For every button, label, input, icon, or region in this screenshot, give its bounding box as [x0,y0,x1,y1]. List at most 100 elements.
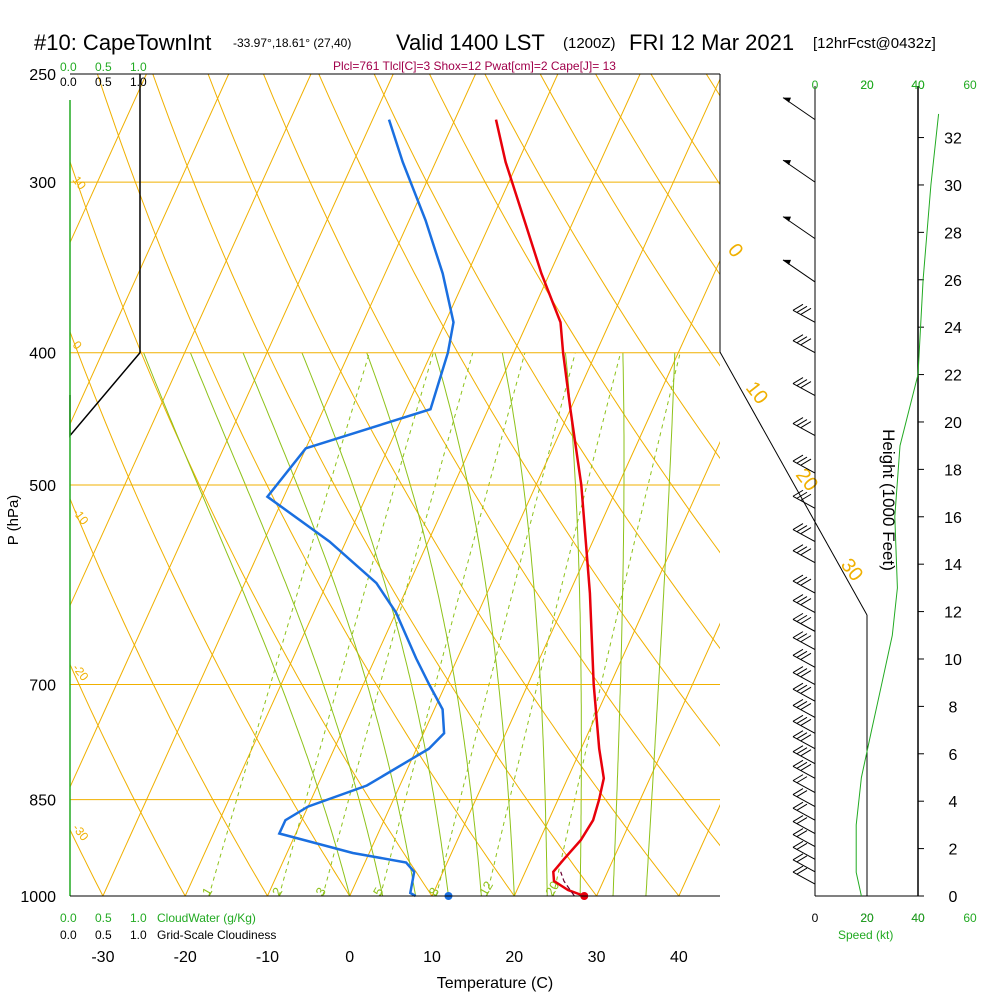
dry-adiabat [983,74,1000,896]
cloudwater-label: CloudWater (g/Kg) [157,911,256,925]
mixing-line [487,353,621,896]
speed-tick-bottom: 0 [812,911,819,925]
isotherm-label: -10 [70,505,92,528]
cloudwater-tick-bottom: 1.0 [130,911,147,925]
wind-barb-staff [793,795,815,807]
station-title: #10: CapeTownInt [34,30,211,55]
height-tick-label: 22 [944,368,962,385]
pressure-tick-label: 700 [29,678,56,695]
cloudiness-label: Grid-Scale Cloudiness [157,928,276,942]
cloudwater-tick-bottom: 0.5 [95,911,112,925]
speed-tick-top: 0 [812,78,819,92]
pressure-tick-label: 500 [29,478,56,495]
mixing-line [209,353,370,896]
cloudiness-profile [70,74,140,436]
header: #10: CapeTownInt -33.97°,18.61° (27,40) … [34,30,936,73]
wind-barb-staff [793,781,815,793]
mixing-label: 20 [542,878,562,898]
axis-labels: P (hPa) Temperature (C) Height (1000 Fee… [5,429,898,992]
isotherm-label: 30 [836,555,867,586]
dry-adiabat [928,74,1000,896]
cloudiness-tick-bottom: 0.0 [60,928,77,942]
temp-tick-label: -30 [91,949,114,966]
speed-tick-bottom-green: 40 [911,911,925,925]
wind-barb-staff [793,872,815,884]
height-tick-label: 28 [944,225,962,242]
isotherm-label: 10 [741,378,772,409]
temp-tick-label: 30 [588,949,606,966]
mixing-line [279,353,433,896]
speed-label: Speed (kt) [838,928,893,942]
isotherm-line [679,74,1000,896]
sounding-params: Plcl=761 Tlcl[C]=3 Shox=12 Pwat[cm]=2 Ca… [333,59,616,73]
height-tick-label: 2 [949,842,958,859]
temp-tick-label: 40 [670,949,688,966]
height-tick-label: 0 [949,889,958,906]
cloudiness-tick-top: 0.0 [60,75,77,89]
temperature-axis-label: Temperature (C) [437,975,553,992]
cloudiness-tick-bottom: 1.0 [130,928,147,942]
height-tick-label: 20 [944,415,962,432]
station-coords: -33.97°,18.61° (27,40) [233,36,351,50]
speed-tick-top-green: 60 [963,78,977,92]
height-tick-label: 8 [949,699,958,716]
forecast-info: [12hrFcst@0432z] [813,35,936,52]
temp-tick-label: 20 [505,949,523,966]
pressure-tick-label: 300 [29,175,56,192]
isotherm-label: 20 [791,465,822,496]
cloudwater-tick-top: 0.5 [95,60,112,74]
speed-envelope [720,352,867,615]
speed-tick-bottom-green: 20 [860,911,874,925]
wind-barb-staff [793,822,815,834]
height-tick-label: 18 [944,462,962,479]
moist-adiabat [302,353,449,896]
height-tick-label: 12 [944,605,962,622]
height-tick-label: 24 [944,320,962,337]
dry-adiabat [817,74,1000,896]
pressure-axis-label: P (hPa) [5,495,22,546]
temp-tick-label: 0 [345,949,354,966]
isotherm-label: 0 [723,240,747,262]
isotherm-label: -30 [70,821,92,844]
height-axis-label: Height (1000 Feet) [879,429,898,571]
speed-tick-top-green: 40 [911,78,925,92]
height-tick-label: 32 [944,131,962,148]
moist-adiabat [435,353,514,896]
pressure-tick-label: 1000 [20,889,56,906]
pressure-tick-label: 400 [29,346,56,363]
speed-tick-top-green: 20 [860,78,874,92]
temp-tick-label: -10 [256,949,279,966]
moist-adiabat [144,353,350,896]
cloudiness-tick-top: 1.0 [130,75,147,89]
height-tick-label: 4 [949,794,958,811]
valid-zulu: (1200Z) [563,35,616,52]
mixing-label: 12 [476,878,496,898]
valid-date: FRI 12 Mar 2021 [629,30,794,55]
speed-tick-bottom-green: 60 [963,911,977,925]
isotherm-label: -20 [70,661,92,684]
cloudiness-tick-bottom: 0.5 [95,928,112,942]
height-tick-label: 14 [944,557,962,574]
parcel-path [561,872,575,896]
moist-adiabat [367,353,482,896]
cloudwater-tick-top: 1.0 [130,60,147,74]
temp-tick-label: -20 [174,949,197,966]
temp-tick-label: 10 [423,949,441,966]
height-tick-label: 6 [949,747,958,764]
moist-adiabat [613,353,624,896]
dry-adiabat [0,74,21,896]
cloudwater-tick-top: 0.0 [60,60,77,74]
height-tick-label: 30 [944,178,962,195]
height-tick-label: 10 [944,652,962,669]
cloudiness-tick-top: 0.5 [95,75,112,89]
cloudwater-tick-bottom: 0.0 [60,911,77,925]
temperature-profile [496,120,604,896]
dry-adiabat [706,74,1000,896]
height-tick-label: 16 [944,510,962,527]
moist-adiabat [502,353,547,896]
